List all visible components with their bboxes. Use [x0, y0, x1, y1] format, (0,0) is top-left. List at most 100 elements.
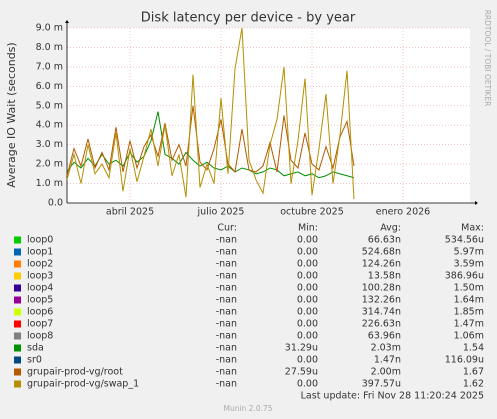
- legend-value: 1.67: [463, 367, 484, 378]
- legend-value: 100.28n: [362, 283, 401, 294]
- legend-value: 66.63n: [368, 235, 401, 246]
- y-tick-label: 0.0: [48, 198, 63, 209]
- legend-header: Min:: [298, 223, 318, 234]
- legend-value: -nan: [216, 367, 237, 378]
- legend-value: 1.64m: [454, 295, 484, 306]
- axis-arrow: [65, 20, 69, 23]
- legend-label: grupair-prod-vg/root: [27, 367, 123, 378]
- legend-value: 0.00: [297, 247, 318, 258]
- legend-label: grupair-prod-vg/swap_1: [27, 379, 139, 390]
- legend-label: sda: [27, 343, 44, 354]
- legend-value: -nan: [216, 235, 237, 246]
- legend-value: 116.09u: [445, 355, 484, 366]
- x-tick-label: julio 2025: [197, 207, 245, 218]
- legend-value: 0.00: [297, 307, 318, 318]
- legend-value: 0.00: [297, 259, 318, 270]
- legend-value: -nan: [216, 247, 237, 258]
- series-line: [66, 111, 355, 179]
- legend-value: 132.26n: [362, 295, 401, 306]
- legend-value: 1.06m: [454, 331, 484, 342]
- legend-label: loop7: [27, 319, 53, 330]
- legend-value: 397.57u: [362, 379, 401, 390]
- legend-value: 524.68n: [362, 247, 401, 258]
- legend-value: 124.26n: [362, 259, 401, 270]
- legend-value: 1.85m: [454, 307, 484, 318]
- legend-value: -nan: [216, 271, 237, 282]
- legend-swatch: [14, 332, 21, 340]
- legend-value: 2.03m: [371, 343, 401, 354]
- legend-swatch: [14, 260, 21, 268]
- legend-value: -nan: [216, 295, 237, 306]
- legend-label: loop0: [27, 235, 53, 246]
- y-tick-label: 7.0 m: [36, 61, 63, 72]
- legend-value: 13.58n: [368, 271, 401, 282]
- y-tick-label: 6.0 m: [36, 81, 63, 92]
- legend-value: 2.00m: [371, 367, 401, 378]
- legend-label: loop3: [27, 271, 53, 282]
- legend-value: 0.00: [297, 271, 318, 282]
- legend-swatch: [14, 272, 21, 280]
- plot-area: [67, 28, 470, 203]
- y-axis-label: Average IO Wait (seconds): [5, 42, 18, 187]
- legend-label: loop1: [27, 247, 53, 258]
- legend-label: loop6: [27, 307, 53, 318]
- chart-title: Disk latency per device - by year: [141, 11, 356, 26]
- legend-value: 1.50m: [454, 283, 484, 294]
- legend-value: -nan: [216, 343, 237, 354]
- legend-value: -nan: [216, 319, 237, 330]
- legend-label: sr0: [27, 355, 42, 366]
- legend-value: -nan: [216, 379, 237, 390]
- last-update: Last update: Fri Nov 28 11:20:24 2025: [301, 391, 484, 402]
- legend-value: 1.54: [463, 343, 484, 354]
- legend-swatch: [14, 296, 21, 304]
- legend-value: 1.62: [463, 379, 484, 390]
- x-tick-label: octubre 2025: [280, 207, 344, 218]
- y-tick-label: 4.0 m: [36, 120, 63, 131]
- legend-value: -nan: [216, 331, 237, 342]
- legend-value: 314.74n: [362, 307, 401, 318]
- series-line: [66, 105, 355, 176]
- legend-label: loop2: [27, 259, 53, 270]
- legend-value: -nan: [216, 259, 237, 270]
- legend-value: 0.00: [297, 331, 318, 342]
- legend-value: 0.00: [297, 283, 318, 294]
- legend-value: -nan: [216, 283, 237, 294]
- legend-value: 3.59m: [454, 259, 484, 270]
- y-tick-label: 9.0 m: [36, 23, 63, 34]
- legend-swatch: [14, 380, 21, 388]
- legend-value: 0.00: [297, 379, 318, 390]
- legend-value: 5.97m: [454, 247, 484, 258]
- legend-value: 31.29u: [285, 343, 318, 354]
- legend-value: 0.00: [297, 295, 318, 306]
- legend-value: 534.56u: [445, 235, 484, 246]
- footer: Munin 2.0.75: [223, 404, 272, 413]
- series-line: [66, 27, 355, 200]
- legend-swatch: [14, 344, 21, 352]
- legend-value: 1.47m: [454, 319, 484, 330]
- legend-swatch: [14, 368, 21, 376]
- legend-value: 386.96u: [445, 271, 484, 282]
- legend-value: 226.63n: [362, 319, 401, 330]
- legend-value: 0.00: [297, 319, 318, 330]
- x-tick-label: enero 2026: [376, 207, 430, 218]
- legend-value: 27.59u: [285, 367, 318, 378]
- y-tick-label: 5.0 m: [36, 100, 63, 111]
- legend-value: -nan: [216, 307, 237, 318]
- y-tick-label: 8.0 m: [36, 42, 63, 53]
- legend-swatch: [14, 236, 21, 244]
- legend-swatch: [14, 284, 21, 292]
- legend-label: loop8: [27, 331, 53, 342]
- y-tick-label: 2.0 m: [36, 159, 63, 170]
- legend-swatch: [14, 248, 21, 256]
- y-tick-label: 3.0 m: [36, 139, 63, 150]
- legend-label: loop5: [27, 295, 53, 306]
- legend-label: loop4: [27, 283, 53, 294]
- legend-header: Max:: [461, 223, 484, 234]
- legend-value: 0.00: [297, 355, 318, 366]
- watermark: RRDTOOL / TOBI OETIKER: [483, 10, 492, 107]
- legend-swatch: [14, 356, 21, 364]
- legend-swatch: [14, 308, 21, 316]
- legend-value: 1.47n: [374, 355, 401, 366]
